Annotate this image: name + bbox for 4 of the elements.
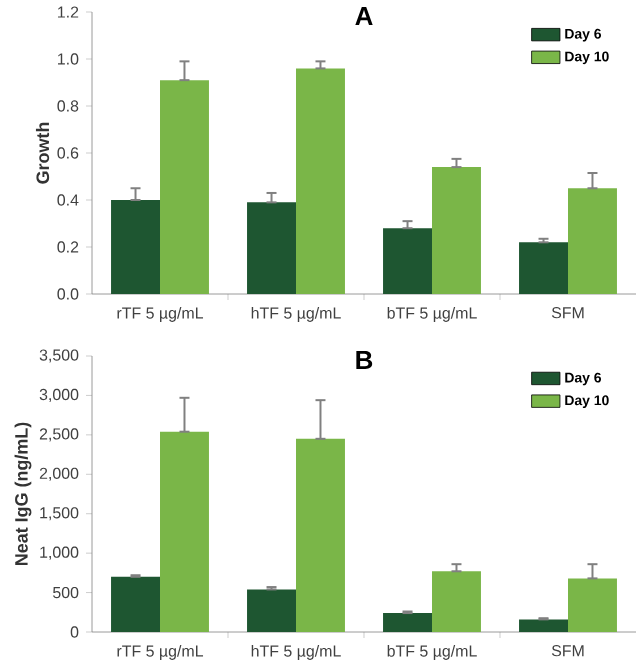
y-axis-title: Growth: [35, 122, 50, 184]
chart-title: A: [355, 7, 373, 25]
chart-title: B: [356, 351, 373, 369]
y-axis-title: Neat IgG (ng/mL): [14, 422, 32, 566]
